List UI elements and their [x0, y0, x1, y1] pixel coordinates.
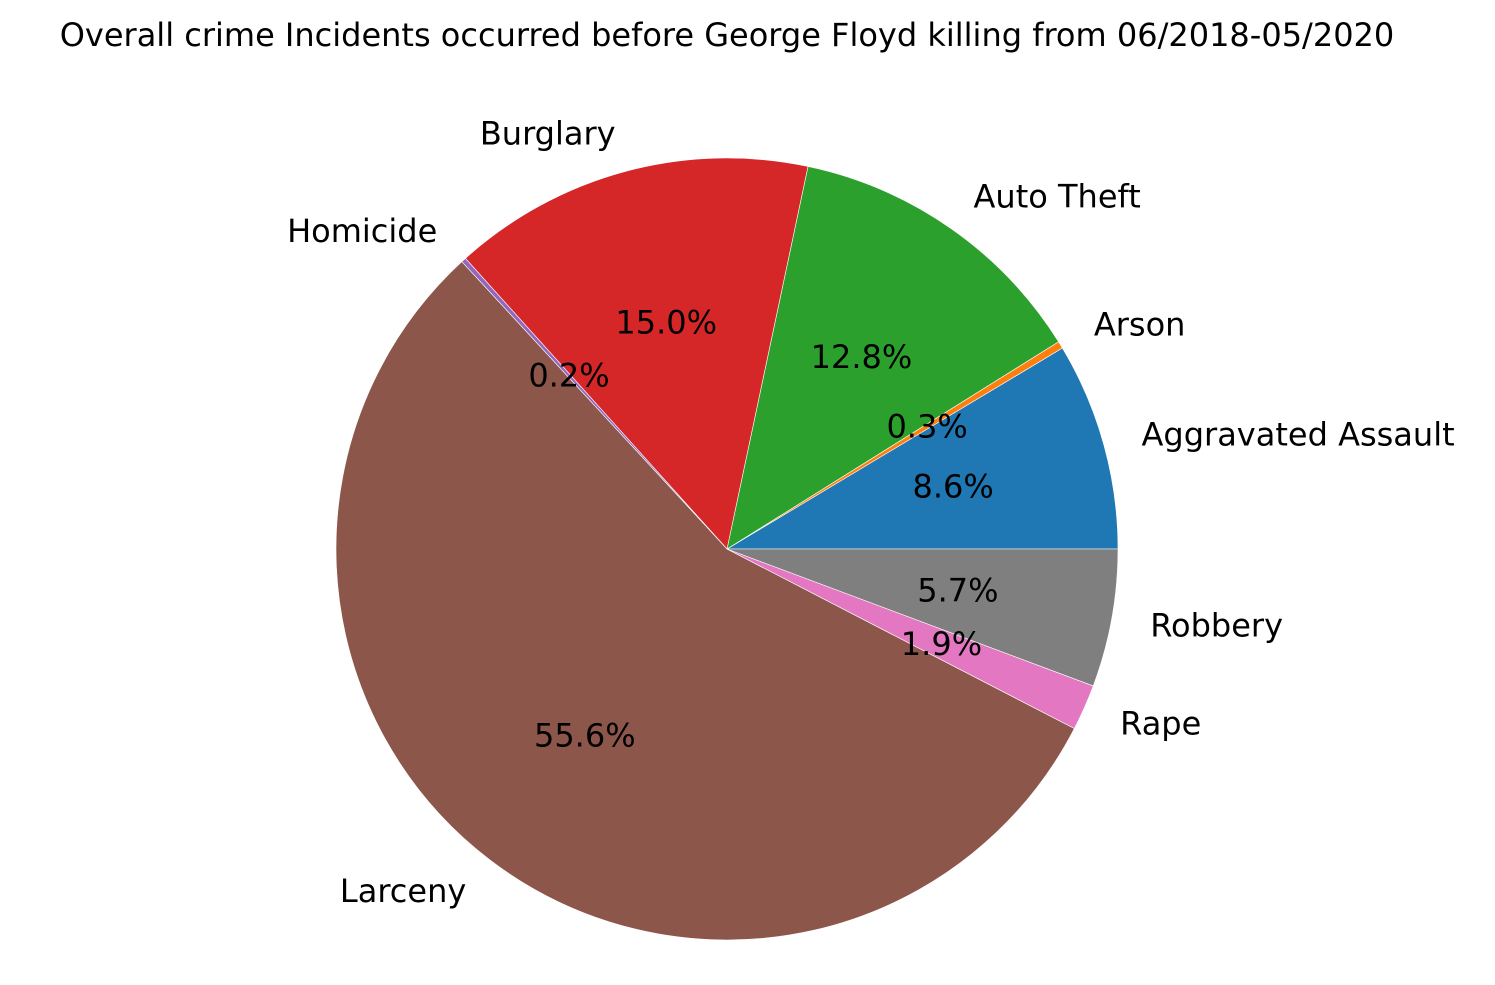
slice-label-homicide: Homicide: [287, 212, 437, 250]
pie-slice-auto-theft: [726, 166, 1059, 550]
slice-percent-homicide: 0.2%: [528, 357, 609, 395]
pie-slice-larceny: [335, 261, 1075, 941]
slice-percent-burglary: 15.0%: [615, 303, 717, 341]
slice-percent-rape: 1.9%: [901, 625, 982, 663]
slice-label-larceny: Larceny: [340, 872, 466, 910]
pie-slice-aggravated-assault: [725, 347, 1119, 550]
slice-label-aggravated-assault: Aggravated Assault: [1142, 415, 1455, 453]
slice-label-rape: Rape: [1120, 704, 1201, 742]
slice-label-burglary: Burglary: [480, 115, 616, 153]
pie-slice-burglary: [465, 157, 809, 550]
slice-percent-arson: 0.3%: [886, 408, 967, 446]
slice-percent-larceny: 55.6%: [534, 717, 636, 755]
pie-slice-robbery: [726, 548, 1119, 687]
slice-percent-aggravated-assault: 8.6%: [912, 467, 993, 505]
slice-percent-auto-theft: 12.8%: [811, 338, 913, 376]
slice-label-robbery: Robbery: [1150, 607, 1283, 645]
slice-percent-robbery: 5.7%: [917, 572, 998, 610]
pie-slices: [335, 157, 1119, 941]
slice-label-auto-theft: Auto Theft: [974, 178, 1141, 216]
chart-title: Overall crime Incidents occurred before …: [60, 16, 1395, 54]
pie-labels: Aggravated Assault 8.6% Arson 0.3% Auto Thef…: [287, 115, 1455, 910]
slice-label-arson: Arson: [1094, 305, 1186, 343]
